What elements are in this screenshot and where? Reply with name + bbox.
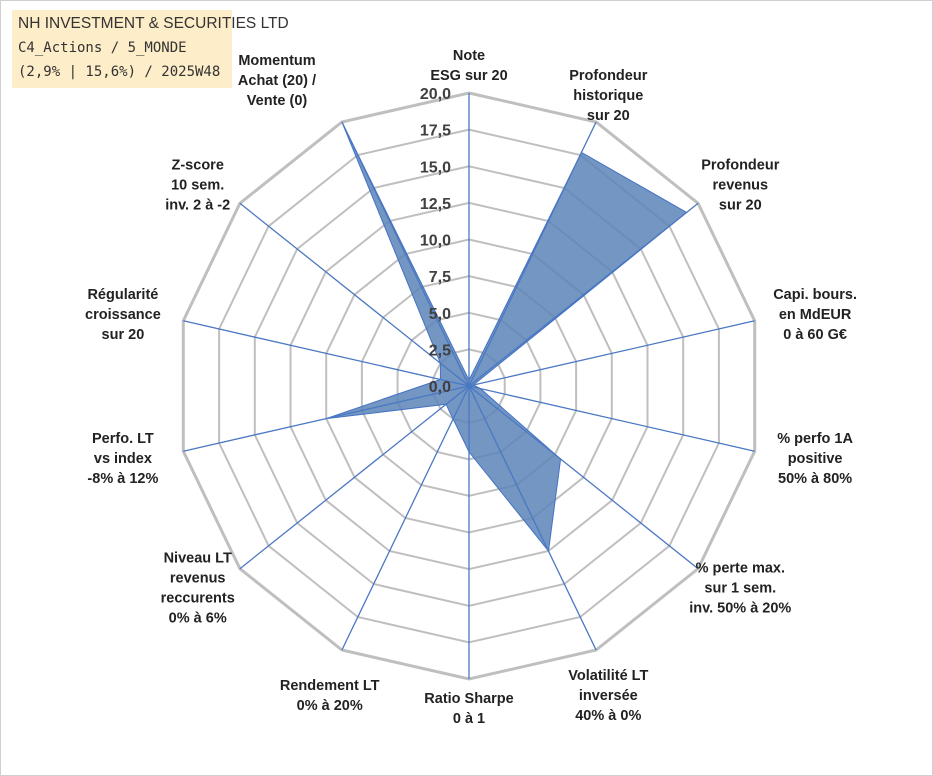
axis-label: Perfo. LT vs index -8% à 12% [87,431,158,487]
axis-label-line: vs index [94,451,152,467]
axis-label-line: Note [453,48,485,64]
axis-label-line: Rendement LT [280,678,380,694]
axis-label-line: inv. 50% à 20% [689,600,791,616]
axis-label-line: 40% à 0% [575,708,641,724]
r-tick-label: 7,5 [429,269,451,286]
axis-label-line: positive [788,451,843,467]
axis-label-line: % perte max. [696,560,785,576]
axis-spoke [468,320,755,387]
r-tick-label: 5,0 [429,306,451,323]
axis-label: % perfo 1A positive 50% à 80% [777,431,853,487]
r-tick-label: 0,0 [429,379,451,396]
axis-label-line: croissance [85,307,161,323]
axis-label: Rendement LT 0% à 20% [280,678,380,714]
r-tick-label: 15,0 [420,159,451,176]
r-tick-label: 12,5 [420,196,451,213]
axis-spoke [239,385,470,570]
axis-spoke [239,202,470,387]
axis-label-line: Achat (20) / [238,73,316,89]
axis-spoke [341,121,470,387]
axis-label: Niveau LT revenus reccurents 0% à 6% [161,550,235,626]
axis-label-line: Profondeur [701,158,779,174]
axis-label-line: Perfo. LT [92,431,154,447]
axis-label-line: ESG sur 20 [430,68,507,84]
axis-spoke [468,385,597,651]
title-category: C4_Actions / 5_MONDE [18,40,187,56]
axis-label-line: 50% à 80% [778,471,852,487]
axis-label-line: Ratio Sharpe [424,691,513,707]
axis-label-line: sur 20 [719,198,762,214]
axis-label: Ratio Sharpe 0 à 1 [424,691,513,727]
axis-label: Régularité croissance sur 20 [85,287,161,343]
axis-label-line: Profondeur [569,68,647,84]
axis-label-line: Vente (0) [247,93,308,109]
axis-spoke [341,385,470,651]
axis-label: Note ESG sur 20 [430,48,507,84]
axis-label-line: Z-score [172,158,224,174]
axis-label-line: Volatilité LT [568,668,648,684]
axis-label-line: historique [573,88,643,104]
axis-label: % perte max. sur 1 sem. inv. 50% à 20% [689,560,791,616]
axis-label: Profondeur historique sur 20 [569,68,647,124]
axis-label-line: reccurents [161,590,235,606]
axis-spoke [183,385,470,452]
axis-label: Profondeur revenus sur 20 [701,158,779,214]
r-tick-label: 20,0 [420,86,451,103]
axis-label-line: 0% à 20% [297,698,363,714]
axis-label-line: Capi. bours. [773,287,857,303]
axis-label-line: -8% à 12% [87,471,158,487]
axis-label-line: 0 à 1 [453,711,485,727]
axis-label-line: sur 20 [102,327,145,343]
title-company: NH INVESTMENT & SECURITIES LTD [18,15,289,32]
axis-label-line: Niveau LT [164,550,232,566]
axis-label-line: Momentum [238,53,315,69]
r-tick-label: 2,5 [429,342,451,359]
axis-spoke [468,385,699,570]
axis-label: Capi. bours. en MdEUR 0 à 60 G€ [773,287,857,343]
axis-label-line: revenus [712,178,768,194]
axis-label-line: inv. 2 à -2 [165,198,230,214]
axis-label-line: 10 sem. [171,178,224,194]
axis-spoke [468,202,699,387]
axis-spoke [183,320,470,387]
axis-label: Volatilité LT inversée 40% à 0% [568,668,648,724]
axis-label-line: sur 20 [587,108,630,124]
r-tick-label: 10,0 [420,233,451,250]
axis-label-line: 0 à 60 G€ [783,327,847,343]
axis-label-line: Régularité [87,287,158,303]
axis-label-line: % perfo 1A [777,431,853,447]
axis-label: Momentum Achat (20) / Vente (0) [238,53,316,109]
axis-spoke [468,385,755,452]
axis-label-line: revenus [170,570,226,586]
r-tick-label: 17,5 [420,123,451,140]
chart-title-box: NH INVESTMENT & SECURITIES LTD C4_Action… [12,10,289,88]
title-period: (2,9% | 15,6%) / 2025W48 [18,64,221,80]
axis-label-line: 0% à 6% [169,610,227,626]
axis-label-line: en MdEUR [779,307,852,323]
axis-label-line: inversée [579,688,638,704]
axis-label: Z-score 10 sem. inv. 2 à -2 [165,158,230,214]
axis-label-line: sur 1 sem. [704,580,776,596]
axis-spoke [468,121,597,387]
